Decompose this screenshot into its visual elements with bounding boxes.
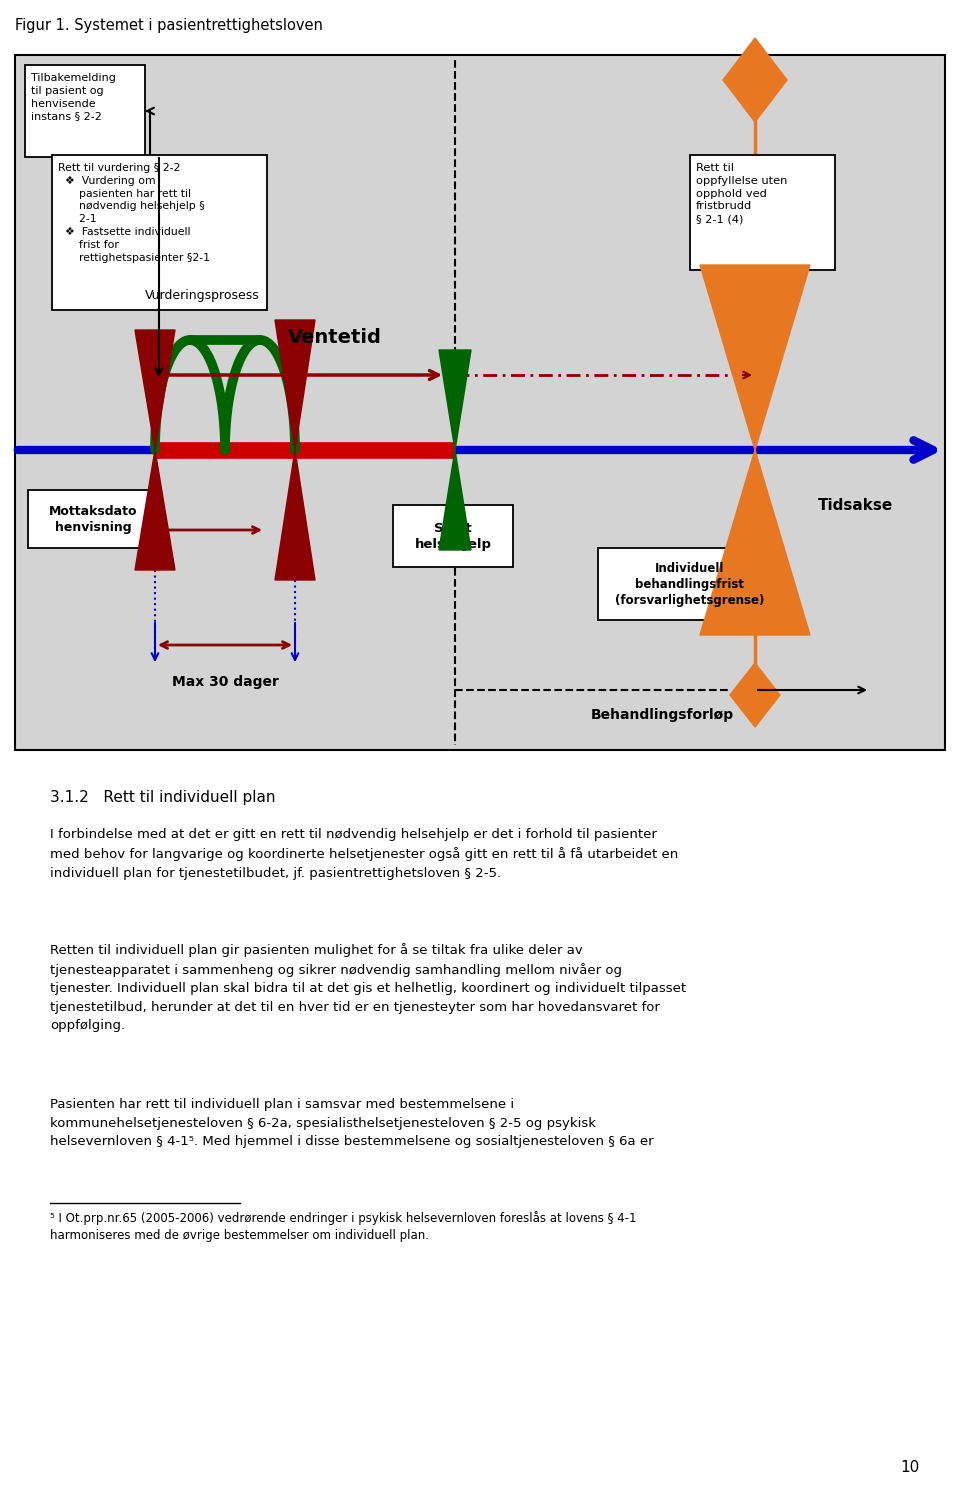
Text: Rett til vurdering § 2-2
  ❖  Vurdering om
      pasienten har rett til
      nø: Rett til vurdering § 2-2 ❖ Vurdering om …	[58, 163, 210, 262]
Text: Start
helsehjelp: Start helsehjelp	[415, 522, 492, 550]
Text: Pasienten har rett til individuell plan i samsvar med bestemmelsene i
kommunehel: Pasienten har rett til individuell plan …	[50, 1097, 654, 1148]
Polygon shape	[439, 349, 471, 450]
Bar	[598, 549, 783, 621]
Polygon shape	[730, 663, 780, 727]
Text: 3.1.2   Rett til individuell plan: 3.1.2 Rett til individuell plan	[50, 790, 276, 805]
Text: Retten til individuell plan gir pasienten mulighet for å se tiltak fra ulike del: Retten til individuell plan gir pasiente…	[50, 943, 686, 1033]
Text: Figur 1. Systemet i pasientrettighetsloven: Figur 1. Systemet i pasientrettighetslov…	[15, 18, 323, 33]
Polygon shape	[135, 450, 175, 570]
Bar	[393, 505, 513, 567]
Text: Mottaksdato
henvisning: Mottaksdato henvisning	[49, 505, 137, 534]
Bar	[25, 64, 145, 157]
Polygon shape	[275, 319, 315, 450]
Text: ⁵ I Ot.prp.nr.65 (2005-2006) vedrørende endringer i psykisk helsevernloven fores: ⁵ I Ot.prp.nr.65 (2005-2006) vedrørende …	[50, 1211, 636, 1243]
Text: Max 30 dager: Max 30 dager	[172, 675, 278, 690]
Bar	[52, 154, 267, 310]
Polygon shape	[275, 450, 315, 580]
Text: I forbindelse med at det er gitt en rett til nødvendig helsehjelp er det i forho: I forbindelse med at det er gitt en rett…	[50, 827, 679, 880]
Text: Tidsakse: Tidsakse	[817, 498, 893, 513]
Polygon shape	[700, 450, 810, 636]
Text: Ventetid: Ventetid	[288, 328, 382, 346]
Text: 10: 10	[900, 1460, 920, 1475]
Bar	[28, 490, 158, 549]
Text: Individuell
behandlingsfrist
(forsvarlighetsgrense): Individuell behandlingsfrist (forsvarlig…	[615, 562, 765, 607]
Polygon shape	[700, 265, 810, 450]
Bar	[690, 154, 835, 270]
Text: Vurderingsprosess: Vurderingsprosess	[145, 288, 260, 301]
Text: Behandlingsforløp: Behandlingsforløp	[590, 708, 733, 723]
Bar	[15, 55, 945, 750]
Polygon shape	[135, 330, 175, 450]
Text: Tilbakemelding
til pasient og
henvisende
instans § 2-2: Tilbakemelding til pasient og henvisende…	[31, 73, 116, 121]
Polygon shape	[723, 37, 787, 121]
Polygon shape	[439, 450, 471, 550]
Text: Rett til
oppfyllelse uten
opphold ved
fristbrudd
§ 2-1 (4): Rett til oppfyllelse uten opphold ved fr…	[696, 163, 787, 225]
